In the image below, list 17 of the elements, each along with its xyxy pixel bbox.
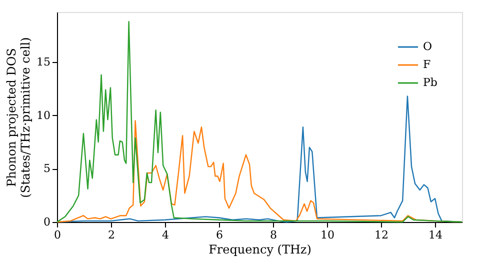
y-tick-label: 15 — [36, 56, 50, 69]
y-axis-title: Phonon projected DOS (States/THz·primitive cell) — [4, 37, 33, 198]
y-tick-label: 5 — [44, 162, 50, 176]
x-tick-label: 6 — [216, 228, 223, 242]
x-tick-label: 14 — [428, 228, 442, 242]
legend-label: F — [423, 58, 431, 71]
x-tick-label: 8 — [270, 228, 277, 242]
x-tick-label: 0 — [54, 228, 61, 242]
legend-label: Pb — [423, 76, 438, 89]
y-tick-label: 0 — [44, 216, 50, 228]
x-tick-label: 4 — [162, 228, 169, 242]
legend-label: O — [423, 40, 432, 53]
y-tick-label: 10 — [36, 108, 50, 122]
x-tick-label: 2 — [108, 228, 115, 242]
x-axis-title: Frequency (THz) — [208, 242, 312, 256]
x-tick-label: 12 — [374, 228, 388, 242]
x-tick-label: 10 — [320, 228, 334, 242]
